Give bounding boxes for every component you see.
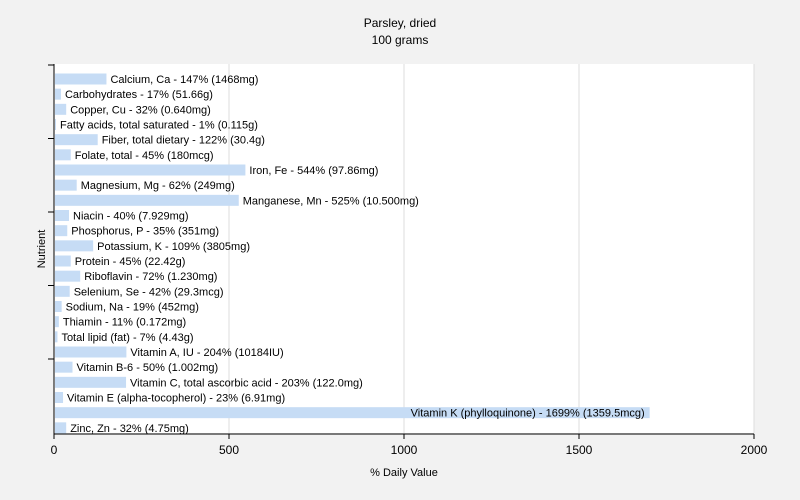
bar xyxy=(55,422,67,434)
bar-data-label: Riboflavin - 72% (1.230mg) xyxy=(84,271,217,283)
bar-data-label: Iron, Fe - 544% (97.86mg) xyxy=(249,165,378,177)
bar xyxy=(55,210,69,221)
bar-data-label: Vitamin E (alpha-tocopherol) - 23% (6.91… xyxy=(67,393,285,405)
bar-data-label: Thiamin - 11% (0.172mg) xyxy=(63,317,186,329)
bar xyxy=(55,392,64,403)
bar-data-label: Total lipid (fat) - 7% (4.43g) xyxy=(61,332,193,344)
bar-data-label: Carbohydrates - 17% (51.66g) xyxy=(65,89,213,101)
x-tick-label: 0 xyxy=(51,443,58,457)
bar xyxy=(55,346,127,358)
bar xyxy=(55,270,81,282)
bar xyxy=(55,361,73,373)
bar-data-label: Vitamin A, IU - 204% (10184IU) xyxy=(130,347,283,359)
bar-data-label: Folate, total - 45% (180mcg) xyxy=(75,150,214,162)
bar xyxy=(55,88,61,100)
bar xyxy=(55,134,98,146)
x-tick-label: 1000 xyxy=(391,443,418,457)
grid-lines xyxy=(228,64,755,434)
bar-data-label: Vitamin C, total ascorbic acid - 203% (1… xyxy=(130,377,363,389)
bar-data-label: Copper, Cu - 32% (0.640mg) xyxy=(70,104,211,116)
bar xyxy=(55,194,239,206)
bar xyxy=(55,240,94,252)
bar xyxy=(55,255,71,267)
x-axis-label: % Daily Value xyxy=(370,467,438,479)
bar xyxy=(55,73,107,85)
bar xyxy=(55,225,68,237)
bar-data-label: Potassium, K - 109% (3805mg) xyxy=(97,241,250,253)
x-tick-label: 1500 xyxy=(566,443,593,457)
bar xyxy=(55,331,58,343)
bar-data-label: Phosphorus, P - 35% (351mg) xyxy=(71,226,219,238)
bar-labels: Calcium, Ca - 147% (1468mg) Carbohydrates… xyxy=(60,74,645,435)
bar xyxy=(55,164,246,176)
y-ticks xyxy=(48,64,54,360)
bar xyxy=(55,103,67,115)
bar-data-label: Calcium, Ca - 147% (1468mg) xyxy=(110,74,258,86)
bar-data-label: Sodium, Na - 19% (452mg) xyxy=(66,302,199,314)
bar xyxy=(55,301,62,312)
bar-data-label: Manganese, Mn - 525% (10.500mg) xyxy=(243,195,419,207)
bar xyxy=(55,119,56,130)
x-tick-label: 2000 xyxy=(741,443,768,457)
y-axis-label: Nutrient xyxy=(36,230,48,269)
bar xyxy=(55,407,650,419)
bar xyxy=(55,285,70,297)
x-ticks: 0 500 1000 1500 2000 xyxy=(51,434,768,457)
bars xyxy=(55,73,650,434)
bar xyxy=(55,149,71,161)
bar-data-label: Fatty acids, total saturated - 1% (0.115… xyxy=(60,120,258,132)
bar-data-label: Niacin - 40% (7.929mg) xyxy=(73,211,189,223)
bar-data-label: Selenium, Se - 42% (29.3mcg) xyxy=(74,286,224,298)
bar xyxy=(55,316,59,328)
bar-data-label: Vitamin B-6 - 50% (1.002mg) xyxy=(77,362,219,374)
chart-subtitle: 100 grams xyxy=(372,33,429,47)
bar-data-label: Zinc, Zn - 32% (4.75mg) xyxy=(70,423,189,435)
bar-data-label: Magnesium, Mg - 62% (249mg) xyxy=(81,180,235,192)
bar xyxy=(55,179,77,191)
x-tick-label: 500 xyxy=(219,443,239,457)
bar-data-label: Fiber, total dietary - 122% (30.4g) xyxy=(102,135,265,147)
chart-title: Parsley, dried xyxy=(364,16,436,30)
bar xyxy=(55,376,127,388)
bar-data-label: Vitamin K (phylloquinone) - 1699% (1359.… xyxy=(411,408,645,420)
bar-data-label: Protein - 45% (22.42g) xyxy=(75,256,186,268)
